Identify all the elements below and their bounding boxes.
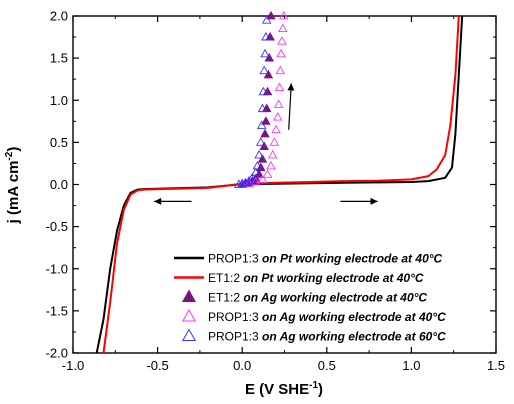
series-point-3 (269, 137, 280, 146)
y-tick-label: -0.5 (46, 219, 68, 234)
y-axis-title-end: ) (5, 147, 22, 152)
series-point-4 (247, 172, 258, 182)
legend-series-condition: on Ag working electrode at 60°C (262, 330, 446, 344)
series-point-4 (256, 120, 267, 129)
series-point-3 (278, 10, 289, 20)
y-tick-label: 2.0 (50, 9, 68, 24)
x-tick-label: 1.5 (487, 358, 505, 373)
plot-area: -1.0 -0.5 0.0 0.5 1.0 1.5 -2.0 -1.5 -1.0 -0.5 0.0 0… (46, 9, 505, 374)
series-point-3 (277, 36, 287, 45)
arrow-head-0 (154, 197, 162, 205)
legend-series-name: ET1:2 (208, 271, 243, 285)
series-point-3 (278, 23, 288, 33)
series-point-2 (263, 69, 274, 79)
series-point-4 (258, 86, 269, 96)
series-point-3 (262, 169, 273, 178)
x-axis-title-end: ) (318, 381, 323, 398)
legend-series-condition: on Pt working electrode at 40°C (243, 271, 424, 285)
x-axis-title-sup: -1 (309, 380, 318, 391)
arrow-head-2 (287, 83, 295, 91)
legend-swatch-3 (181, 308, 197, 322)
series-point-4 (252, 160, 263, 170)
y-tick-label: -1.5 (46, 303, 68, 318)
series-point-3 (244, 178, 254, 188)
y-tick-label: -2.0 (46, 346, 68, 361)
legend-swatch-2 (181, 289, 197, 303)
x-tick-label: 1.0 (402, 358, 420, 373)
direction-arrows (154, 83, 378, 205)
legend-series-condition: on Pt working electrode at 40°C (262, 252, 443, 266)
legend: PROP1:3 on Pt working electrode at 40°CE… (168, 245, 490, 347)
x-axis-title-main: E (V SHE (245, 381, 309, 398)
legend-label-3: PROP1:3 on Ag working electrode at 40°C (208, 310, 446, 324)
y-axis-title-main: j (mA cm (5, 161, 22, 225)
series-point-4 (259, 65, 269, 75)
series-point-3 (276, 48, 286, 58)
x-axis-title: E (V SHE-1) (245, 380, 323, 398)
y-tick-label: 1.5 (50, 51, 68, 66)
x-tick-label: 0.5 (318, 358, 336, 373)
legend-series-name: PROP1:3 (208, 310, 262, 324)
series-point-4 (237, 178, 247, 188)
y-axis-title: j (mA cm-2) (4, 147, 22, 225)
series-point-2 (260, 128, 270, 138)
y-tick-label: 0.5 (50, 135, 68, 150)
series-point-3 (272, 111, 283, 121)
series-point-4 (240, 177, 251, 187)
series-point-2 (262, 86, 273, 96)
series-point-2 (266, 10, 276, 20)
series-point-3 (250, 176, 261, 186)
y-tick-label: -1.0 (46, 261, 68, 276)
series-point-4 (257, 103, 268, 113)
legend-label-1: ET1:2 on Pt working electrode at 40°C (208, 271, 424, 285)
series-point-3 (257, 174, 268, 183)
x-tick-label: -1.0 (62, 358, 84, 373)
legend-background (168, 245, 490, 347)
series-point-2 (264, 53, 275, 62)
series-point-3 (267, 149, 278, 159)
y-tick-label: 0.0 (50, 177, 68, 192)
series-point-3 (274, 82, 285, 92)
series-point-2 (259, 141, 269, 150)
legend-series-name: ET1:2 (208, 291, 243, 305)
legend-label-2: ET1:2 on Ag working electrode at 40°C (208, 291, 427, 305)
legend-series-condition: on Ag working electrode at 40°C (262, 310, 446, 324)
x-tick-label: -0.5 (146, 358, 168, 373)
legend-label-4: PROP1:3 on Ag working electrode at 60°C (208, 330, 446, 344)
series-point-2 (257, 154, 268, 163)
legend-series-name: PROP1:3 (208, 252, 262, 266)
series-point-4 (261, 15, 272, 24)
series-point-4 (256, 137, 266, 146)
series-point-3 (271, 124, 281, 134)
series-layer (95, 10, 464, 354)
series-point-2 (265, 31, 275, 41)
series-point-3 (266, 160, 276, 170)
series-point-3 (275, 65, 286, 75)
axis-ticks: -1.0 -0.5 0.0 0.5 1.0 1.5 -2.0 -1.5 -1.0 -0.5 0.0 0… (46, 9, 505, 374)
series-point-2 (261, 116, 271, 125)
series-point-2 (261, 103, 272, 113)
series-point-4 (250, 167, 261, 177)
arrow-shaft-2 (288, 83, 292, 130)
x-tick-label: 0.0 (233, 358, 251, 373)
legend-series-name: PROP1:3 (208, 330, 262, 344)
y-axis-title-sup: -2 (4, 151, 15, 160)
series-point-4 (234, 179, 244, 188)
legend-label-0: PROP1:3 on Pt working electrode at 40°C (208, 252, 443, 266)
series-point-4 (254, 149, 264, 159)
series-point-3 (273, 99, 284, 108)
y-tick-label: 1.0 (50, 93, 68, 108)
series-point-4 (260, 48, 270, 58)
series-point-4 (261, 31, 271, 41)
legend-series-condition: on Ag working electrode at 40°C (243, 291, 427, 305)
legend-swatch-4 (181, 328, 197, 342)
arrow-head-1 (370, 197, 378, 205)
